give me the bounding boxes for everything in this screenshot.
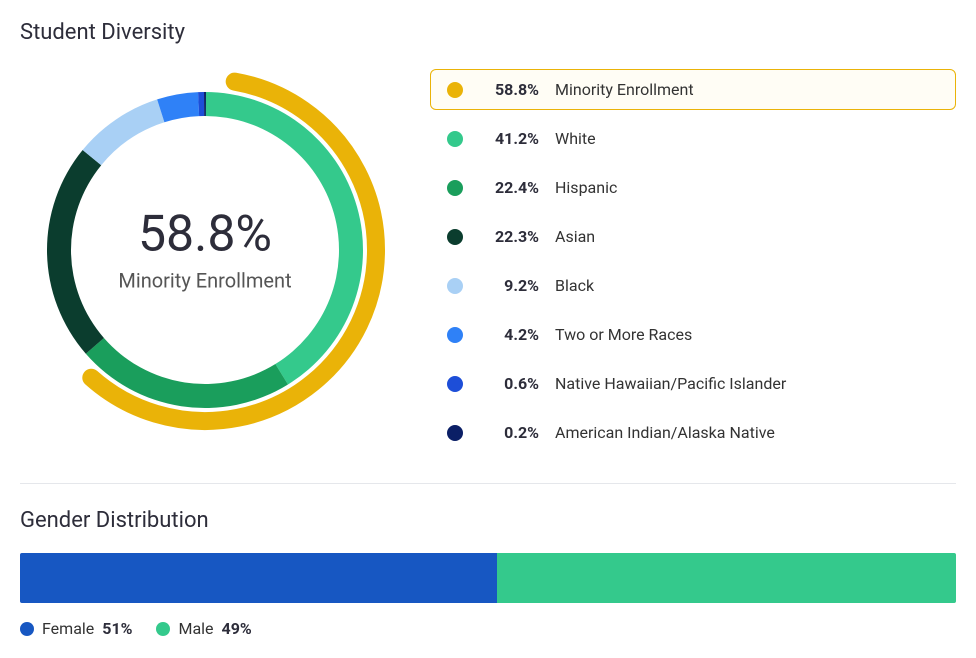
legend-item[interactable]: 9.2% Black	[430, 265, 956, 306]
legend-item[interactable]: 0.6% Native Hawaiian/Pacific Islander	[430, 363, 956, 404]
legend-dot-icon	[156, 622, 170, 636]
legend-dot-icon	[447, 376, 463, 392]
legend-label: Minority Enrollment	[555, 80, 694, 99]
legend-label: Black	[555, 276, 594, 295]
donut-segment	[198, 92, 204, 116]
gender-bar-segment	[20, 553, 497, 603]
legend-dot-icon	[447, 229, 463, 245]
legend-percent: 4.2%	[479, 325, 539, 344]
gender-bar	[20, 553, 956, 603]
donut-segment	[204, 92, 206, 116]
diversity-legend: 58.8% Minority Enrollment 41.2% White 22.4% H…	[430, 69, 956, 453]
diversity-donut: 58.8% Minority Enrollment	[20, 65, 390, 435]
donut-center-label: Minority Enrollment	[118, 269, 291, 293]
legend-dot-icon	[20, 622, 34, 636]
legend-percent: 41.2%	[479, 129, 539, 148]
gender-legend-item[interactable]: Female 51%	[20, 619, 132, 638]
donut-segment	[83, 99, 165, 165]
legend-dot-icon	[447, 425, 463, 441]
legend-label: White	[555, 129, 596, 148]
gender-legend-label: Female	[42, 619, 94, 638]
legend-dot-icon	[447, 82, 463, 98]
legend-percent: 22.4%	[479, 178, 539, 197]
legend-percent: 22.3%	[479, 227, 539, 246]
gender-legend-label: Male	[178, 619, 213, 638]
legend-dot-icon	[447, 180, 463, 196]
legend-dot-icon	[447, 131, 463, 147]
legend-label: Hispanic	[555, 178, 617, 197]
legend-item[interactable]: 0.2% American Indian/Alaska Native	[430, 412, 956, 453]
section-divider	[20, 483, 956, 484]
gender-title: Gender Distribution	[20, 508, 956, 533]
legend-percent: 0.2%	[479, 423, 539, 442]
legend-label: Two or More Races	[555, 325, 692, 344]
gender-legend-value: 49%	[222, 619, 252, 638]
gender-legend-item[interactable]: Male 49%	[156, 619, 251, 638]
legend-item[interactable]: 22.3% Asian	[430, 216, 956, 257]
legend-dot-icon	[447, 278, 463, 294]
diversity-row: 58.8% Minority Enrollment 58.8% Minority …	[20, 65, 956, 453]
donut-segment	[157, 92, 199, 122]
legend-percent: 0.6%	[479, 374, 539, 393]
legend-percent: 58.8%	[479, 80, 539, 99]
donut-segment	[47, 150, 104, 354]
gender-bar-segment	[497, 553, 956, 603]
legend-item[interactable]: 22.4% Hispanic	[430, 167, 956, 208]
legend-dot-icon	[447, 327, 463, 343]
donut-center: 58.8% Minority Enrollment	[118, 208, 291, 293]
gender-legend: Female 51% Male 49%	[20, 619, 956, 638]
gender-legend-value: 51%	[102, 619, 132, 638]
donut-center-value: 58.8%	[118, 208, 291, 263]
diversity-title: Student Diversity	[20, 20, 956, 45]
legend-label: Native Hawaiian/Pacific Islander	[555, 374, 786, 393]
legend-item[interactable]: 58.8% Minority Enrollment	[430, 69, 956, 110]
legend-percent: 9.2%	[479, 276, 539, 295]
legend-label: American Indian/Alaska Native	[555, 423, 775, 442]
legend-item[interactable]: 41.2% White	[430, 118, 956, 159]
legend-item[interactable]: 4.2% Two or More Races	[430, 314, 956, 355]
legend-label: Asian	[555, 227, 595, 246]
